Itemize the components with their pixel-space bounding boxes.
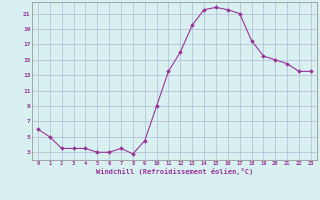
X-axis label: Windchill (Refroidissement éolien,°C): Windchill (Refroidissement éolien,°C) — [96, 168, 253, 175]
